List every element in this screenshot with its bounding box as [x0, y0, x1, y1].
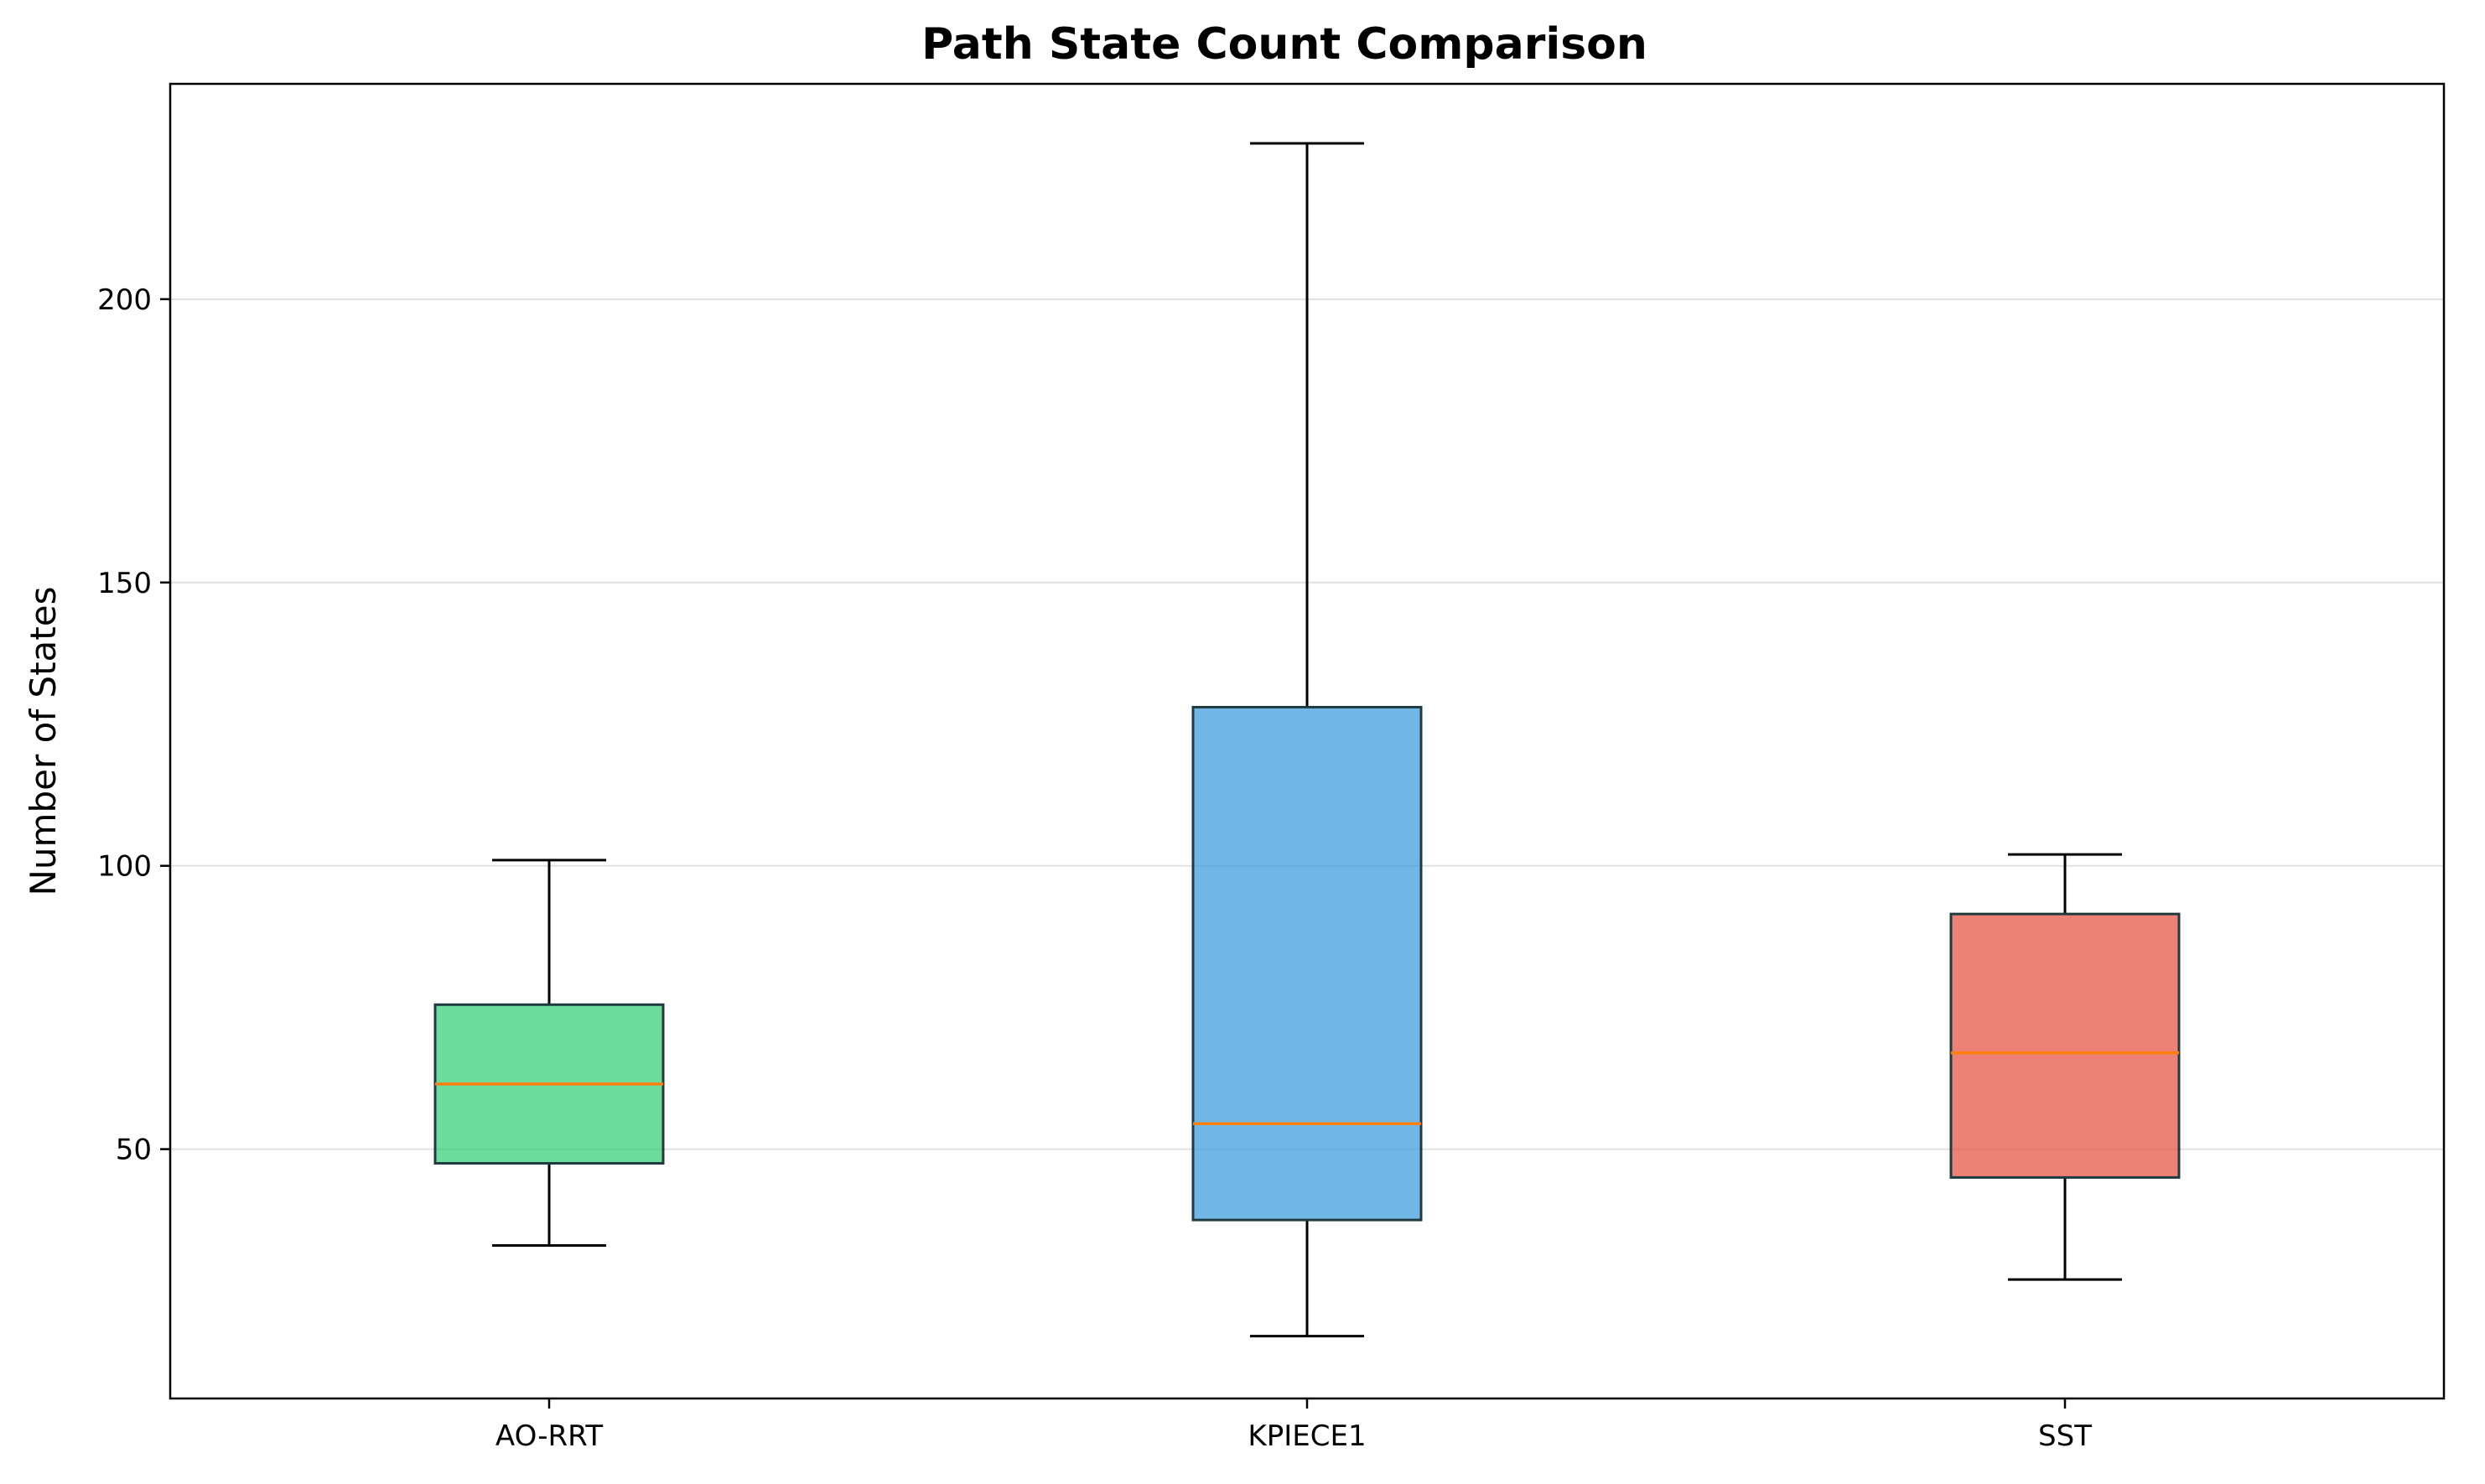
box-group-sst — [1949, 853, 2181, 1281]
box-plots — [433, 142, 2181, 1338]
y-tick-label: 150 — [97, 567, 152, 600]
box-body — [1191, 705, 1423, 1222]
y-axis-ticks: 50 100 150 200 — [97, 283, 170, 1167]
y-tick-label: 200 — [97, 283, 152, 317]
y-tick-label: 100 — [97, 850, 152, 884]
y-tick-label: 50 — [116, 1134, 152, 1167]
x-tick-label: KPIECE1 — [1248, 1419, 1366, 1453]
x-tick-label: SST — [2038, 1419, 2092, 1453]
box-group-ao-rrt — [433, 859, 665, 1248]
chart-title: Path State Count Comparison — [921, 19, 1647, 70]
x-axis-ticks: AO-RRT KPIECE1 SST — [495, 1398, 2092, 1453]
x-tick-label: AO-RRT — [495, 1419, 603, 1453]
y-axis-label: Number of States — [23, 587, 64, 896]
box-body — [1949, 912, 2181, 1179]
box-group-kpiece1 — [1191, 142, 1423, 1338]
